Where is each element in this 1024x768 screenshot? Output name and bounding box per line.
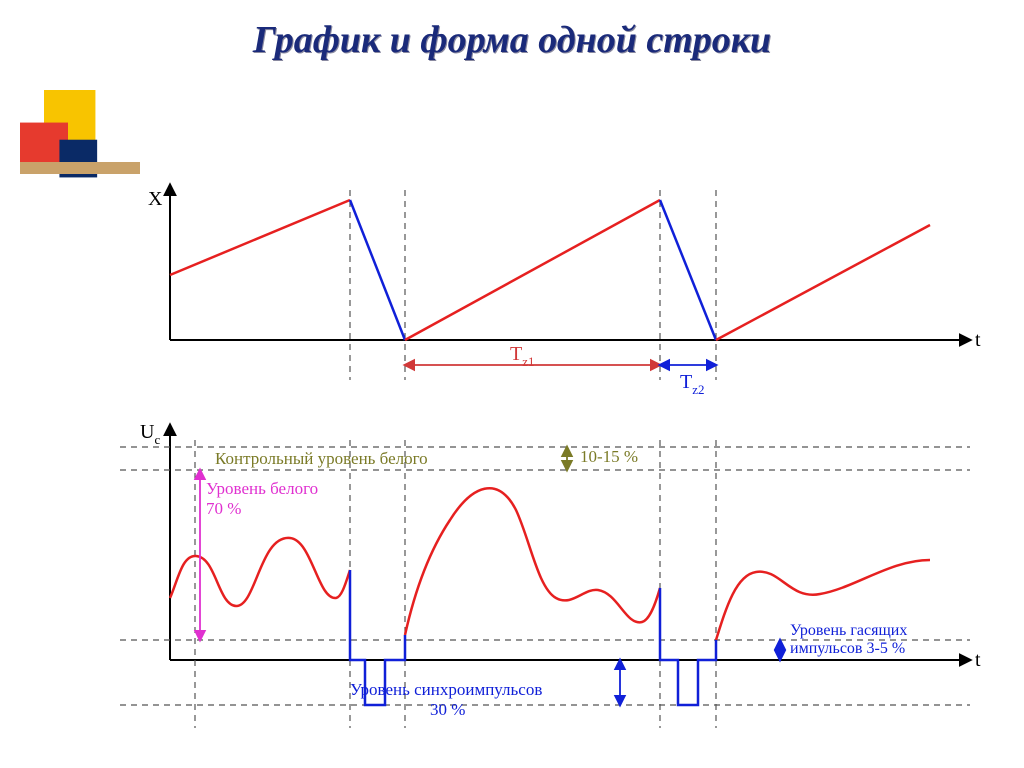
tz2-label: T [680, 371, 692, 393]
diagram-svg: X t Tz1 Tz2 [0, 0, 1024, 768]
white-level-line1: Уровень белого [206, 479, 318, 498]
tz2-sub: z2 [692, 382, 704, 397]
white-level-line2: 70 % [206, 499, 241, 518]
t-axis-label-bottom: t [975, 649, 981, 671]
uc-sub: c [154, 432, 160, 447]
t-axis-label-top: t [975, 329, 981, 351]
tz1-label: T [510, 343, 522, 365]
svg-text:Tz2: Tz2 [680, 371, 705, 397]
svg-text:Уровень гасящих импульсо: Уровень гасящих импульсов 3-5 % [790, 622, 911, 657]
sync-level-line2: 30 % [430, 700, 465, 719]
ctrl-white-label: Контрольный уровень белого [215, 449, 428, 468]
pct-10-15-label: 10-15 % [580, 447, 638, 466]
svg-text:Уровень белого 70 %: Уровень белого 70 % [206, 479, 322, 518]
sync-level-line1: Уровень синхроимпульсов [350, 680, 542, 699]
top-chart: X t Tz1 Tz2 [148, 185, 981, 397]
bottom-chart: Uc t Контрольный ур [120, 421, 981, 728]
svg-text:Уровень синхроимпульсов: Уровень синхроимпульсов 30 % [350, 680, 547, 719]
tz1-sub: z1 [522, 354, 534, 369]
blank-level-line2: импульсов 3-5 % [790, 640, 905, 657]
x-axis-label: X [148, 188, 163, 210]
blank-level-line1: Уровень гасящих [790, 622, 907, 639]
svg-text:Uc: Uc [140, 421, 160, 447]
uc-label: U [140, 421, 155, 443]
